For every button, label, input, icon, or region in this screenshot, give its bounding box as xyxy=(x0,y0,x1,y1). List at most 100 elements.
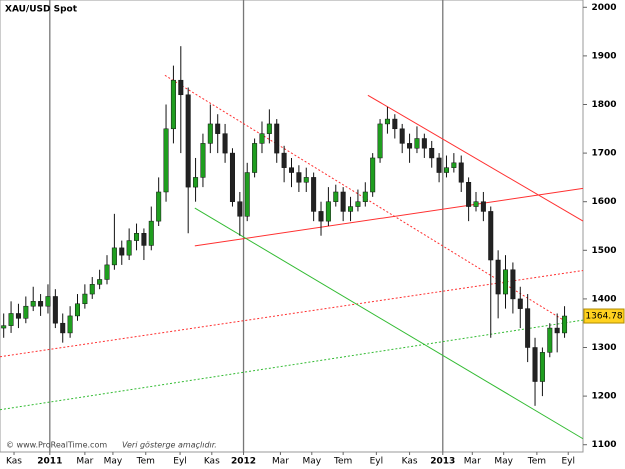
y-tick-label: 1200 xyxy=(591,392,616,402)
candle-body xyxy=(443,167,449,173)
x-tick-label: Mar xyxy=(76,457,93,467)
candle-body xyxy=(325,201,331,222)
candle-body xyxy=(148,220,154,246)
candle-body xyxy=(554,327,560,334)
candle-body xyxy=(377,123,383,159)
candle-body xyxy=(547,327,553,353)
x-tick-label: Kas xyxy=(204,457,220,467)
candle-body xyxy=(266,123,272,134)
candle-body xyxy=(333,191,339,202)
trendline xyxy=(367,94,584,222)
last-value-box xyxy=(583,308,625,324)
candle-body xyxy=(407,143,413,149)
source: © www.ProRealTime.com xyxy=(6,441,107,450)
candle-body xyxy=(193,177,199,188)
candle-body xyxy=(340,191,346,212)
candle-body xyxy=(60,322,66,334)
candle-body xyxy=(237,201,243,217)
candle-body xyxy=(429,147,435,159)
candle-body xyxy=(97,279,103,285)
candle-body xyxy=(289,167,294,173)
candle-body xyxy=(517,298,523,309)
x-tick-label: Tem xyxy=(527,457,546,467)
trendlines xyxy=(0,74,584,440)
x-tick-label: Tem xyxy=(333,457,352,467)
x-tick-label: 2013 xyxy=(430,457,455,467)
candle-body xyxy=(207,123,213,144)
candle-body xyxy=(38,301,44,307)
candle-body xyxy=(185,94,191,188)
y-tick-label: 1700 xyxy=(591,149,616,159)
y-tick-label: 1800 xyxy=(591,100,616,110)
candle-body xyxy=(532,347,538,382)
candle-body xyxy=(480,201,486,212)
candle-body xyxy=(311,177,317,212)
candle-body xyxy=(222,133,228,154)
candle-body xyxy=(134,233,140,241)
trendline xyxy=(194,207,584,440)
candle-body xyxy=(392,118,398,130)
candle-body xyxy=(45,296,51,307)
candle-body xyxy=(562,315,568,334)
plot-area xyxy=(0,0,584,453)
x-tick-label: Kas xyxy=(6,457,22,467)
candle-body xyxy=(8,313,14,326)
candle-body xyxy=(244,172,250,217)
candle-body xyxy=(119,247,125,256)
candle-body xyxy=(503,269,509,295)
candle-body xyxy=(111,247,117,266)
candle-body xyxy=(74,303,80,317)
candle-body xyxy=(252,143,258,173)
candle-body xyxy=(303,177,309,183)
candle-body xyxy=(355,201,361,207)
candle-body xyxy=(348,206,354,212)
y-tick-label: 1600 xyxy=(591,197,616,207)
x-tick-label: Eyl xyxy=(173,457,187,467)
chart-title: XAU/USD Spot xyxy=(5,5,78,15)
candle-body xyxy=(384,118,390,125)
x-tick-label: May xyxy=(494,457,513,467)
candle-body xyxy=(67,315,73,334)
x-tick-label: 2012 xyxy=(231,457,256,467)
candle-body xyxy=(495,259,501,295)
candle-body xyxy=(414,138,420,149)
candle-body xyxy=(362,191,368,202)
candle-body xyxy=(296,172,302,183)
candle-body xyxy=(525,308,531,348)
candle-body xyxy=(451,162,457,168)
x-tick-label: Mar xyxy=(272,457,289,467)
y-tick-label: 1400 xyxy=(591,294,616,304)
axes: 1100 1200 1300 1400 1500 1600 1700 1800 1900 2000… xyxy=(6,3,625,467)
candle-body xyxy=(163,128,169,193)
candle-body xyxy=(458,162,464,183)
candle-body xyxy=(141,233,147,246)
x-tick-label: Kas xyxy=(402,457,418,467)
candle-body xyxy=(82,293,88,305)
y-tick-label: 1900 xyxy=(591,51,616,61)
y-tick-label: 1500 xyxy=(591,246,616,256)
candle-body xyxy=(318,211,324,222)
x-tick-label: 2011 xyxy=(37,457,62,467)
trendline xyxy=(194,187,584,247)
candle-body xyxy=(30,301,36,307)
candle-body xyxy=(281,152,287,168)
candle-body xyxy=(104,264,110,280)
candle-body xyxy=(399,128,405,144)
candle-body xyxy=(488,211,494,261)
x-tick-label: Eyl xyxy=(370,457,384,467)
candle-body xyxy=(1,325,7,329)
y-tick-label: 2000 xyxy=(591,3,616,13)
candle-body xyxy=(89,284,95,295)
candle-body xyxy=(370,157,376,193)
candle-body xyxy=(215,123,221,134)
candle-body xyxy=(539,352,545,382)
candle-body xyxy=(274,123,280,154)
candle-body xyxy=(436,157,442,173)
candle-body xyxy=(200,143,206,178)
x-tick-label: Mar xyxy=(464,457,481,467)
candle-body xyxy=(466,182,472,207)
candle-body xyxy=(259,133,265,144)
disclaimer: Veri gösterge amaçlıdır. xyxy=(122,441,217,450)
candle-body xyxy=(178,79,184,96)
